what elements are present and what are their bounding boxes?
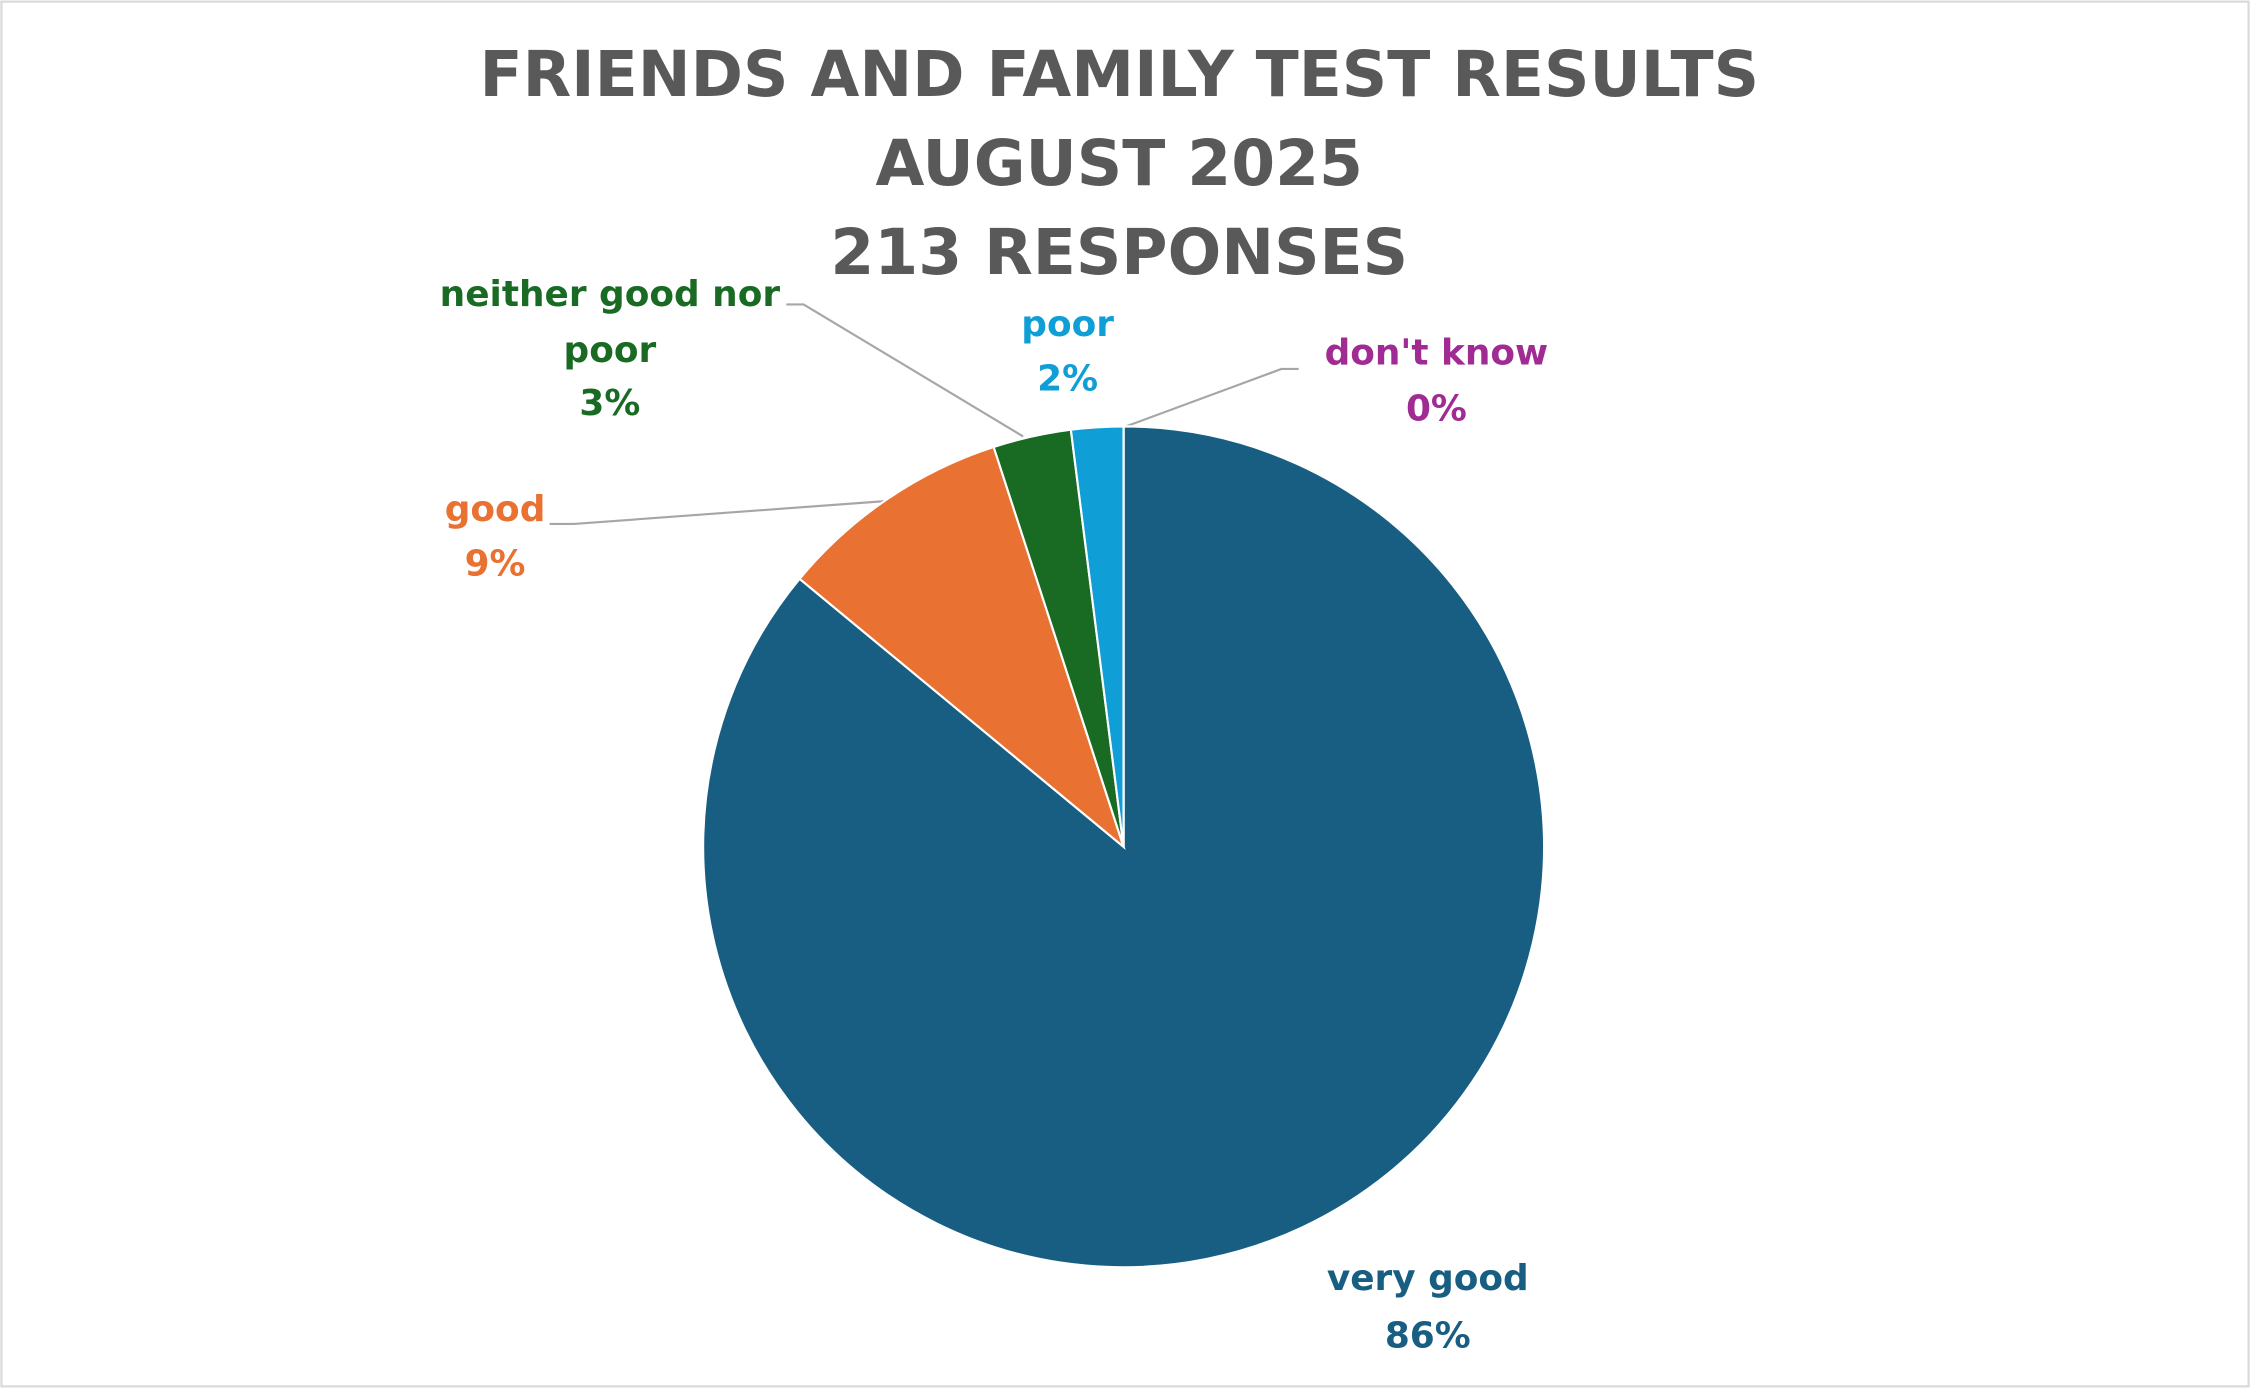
value-label: 2% (1037, 358, 1098, 399)
leader-line (549, 499, 887, 526)
value-label: 3% (579, 383, 640, 424)
value-label: 9% (465, 544, 526, 585)
value-label: 86% (1385, 1316, 1471, 1357)
chart-title: FRIENDS AND FAMILY TEST RESULTS (479, 37, 1759, 111)
pie-slice (798, 445, 1126, 851)
slice-label: neither good nor poor (439, 272, 781, 371)
leader-line (1121, 367, 1299, 429)
slice-label: very good (1327, 1258, 1529, 1299)
slice-label: neither good nor poor (439, 272, 781, 371)
pie-slice (702, 425, 1546, 1269)
pie (702, 425, 1546, 1269)
chart-title: 213 RESPONSES (830, 215, 1408, 289)
slice-label: good (445, 489, 546, 530)
slice-label: poor (1021, 304, 1114, 345)
value-label: 0% (1406, 389, 1467, 430)
chart-title: AUGUST 2025 (876, 126, 1363, 200)
leader-line (786, 303, 1024, 438)
slice-label: don't know (1325, 333, 1549, 374)
